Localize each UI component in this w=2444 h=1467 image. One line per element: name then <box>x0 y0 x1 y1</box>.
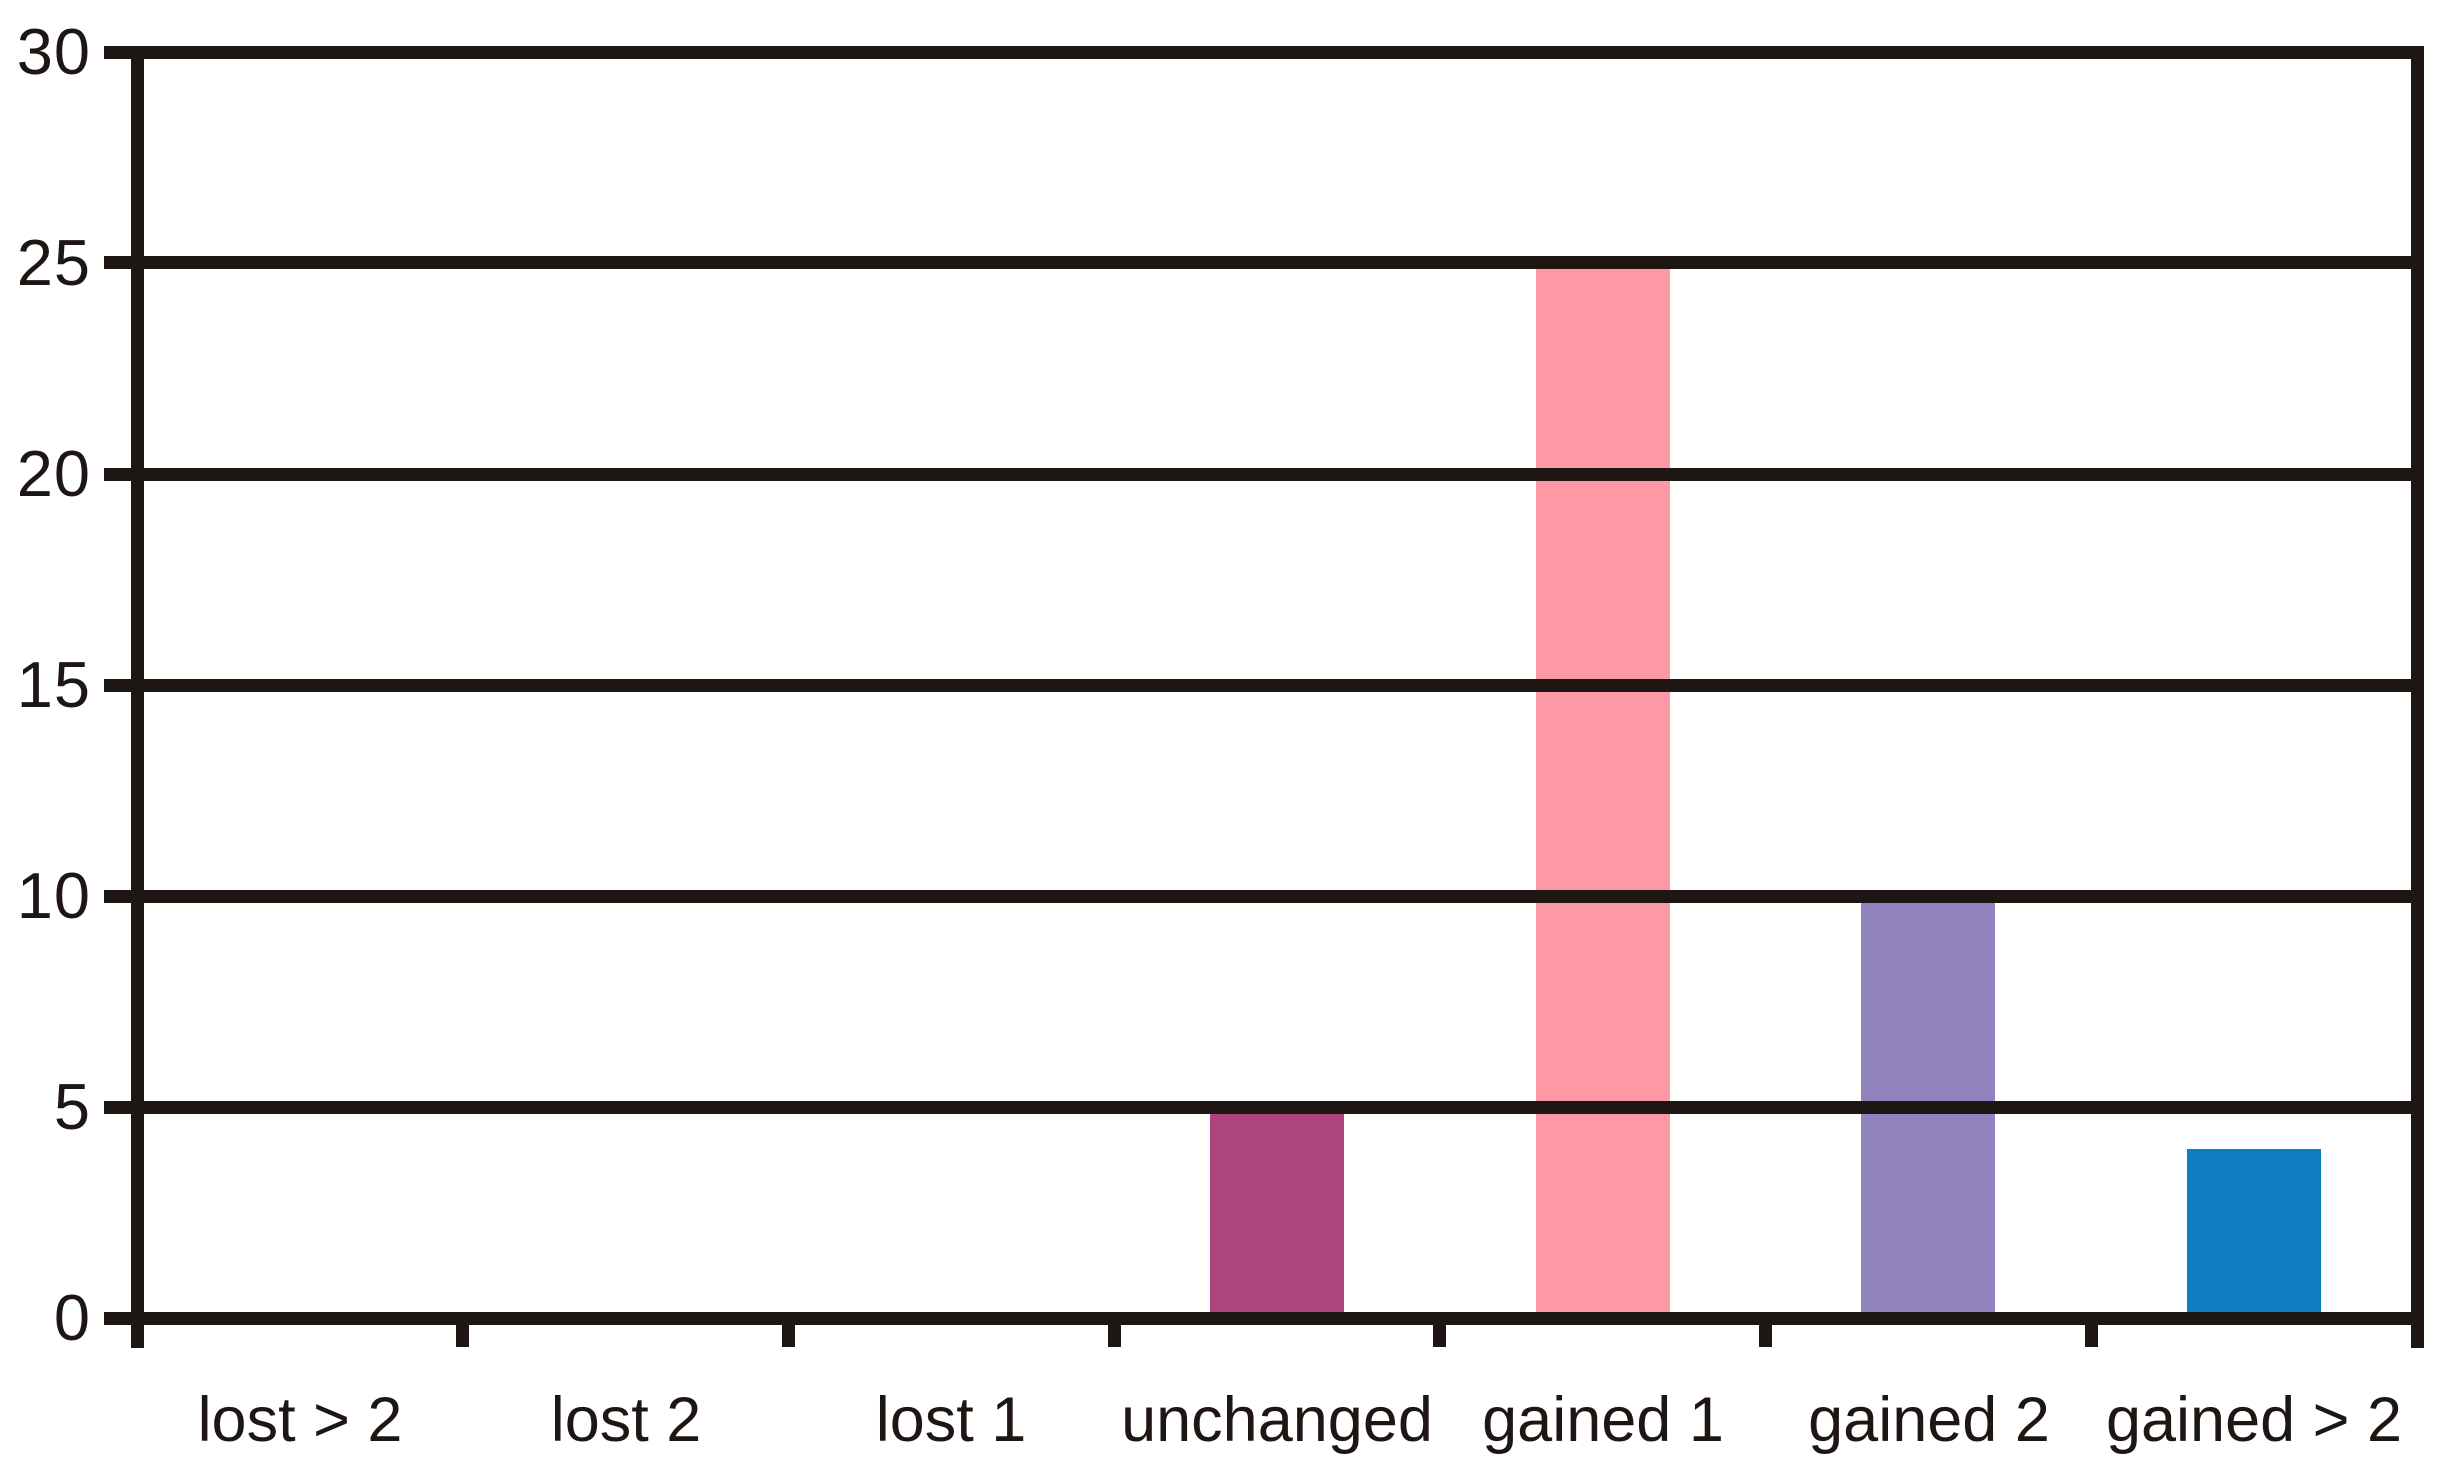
y-axis-line <box>131 46 144 1348</box>
gridline <box>131 46 2424 59</box>
gridline <box>131 1101 2424 1114</box>
y-axis-tick <box>104 679 131 692</box>
bar <box>2187 1149 2321 1318</box>
y-axis-tick <box>104 256 131 269</box>
y-axis-tick <box>104 468 131 481</box>
x-category-label: lost 2 <box>550 1385 702 1455</box>
y-tick-label: 30 <box>16 15 91 88</box>
y-tick-label: 0 <box>53 1281 91 1354</box>
y-tick-label: 20 <box>16 437 91 510</box>
x-category-label: gained 2 <box>1808 1385 2050 1455</box>
y-axis-tick <box>104 1101 131 1114</box>
x-category-label: lost 1 <box>875 1385 1027 1455</box>
y-axis-tick <box>104 1312 131 1325</box>
y-tick-label: 10 <box>16 859 91 932</box>
y-tick-label: 25 <box>16 226 91 299</box>
gridline <box>131 468 2424 481</box>
gridline <box>131 679 2424 692</box>
gridline <box>131 256 2424 269</box>
x-axis-tick <box>782 1318 795 1347</box>
x-category-label: gained 1 <box>1482 1385 1724 1455</box>
x-axis-tick <box>456 1318 469 1347</box>
plot-right-border <box>2411 46 2424 1348</box>
bar <box>1536 263 1670 1318</box>
x-axis-tick <box>1433 1318 1446 1347</box>
x-axis-tick <box>2085 1318 2098 1347</box>
y-axis-tick <box>104 890 131 903</box>
x-axis-tick <box>1108 1318 1121 1347</box>
x-category-label: unchanged <box>1121 1385 1433 1455</box>
y-tick-label: 5 <box>53 1070 91 1143</box>
gridline <box>131 890 2424 903</box>
gridline <box>131 1312 2424 1325</box>
y-axis-tick <box>104 46 131 59</box>
x-category-label: gained > 2 <box>2105 1385 2403 1455</box>
x-category-label: lost > 2 <box>197 1385 403 1455</box>
x-axis-tick <box>1759 1318 1772 1347</box>
y-tick-label: 15 <box>16 648 91 721</box>
bar <box>1210 1107 1344 1318</box>
